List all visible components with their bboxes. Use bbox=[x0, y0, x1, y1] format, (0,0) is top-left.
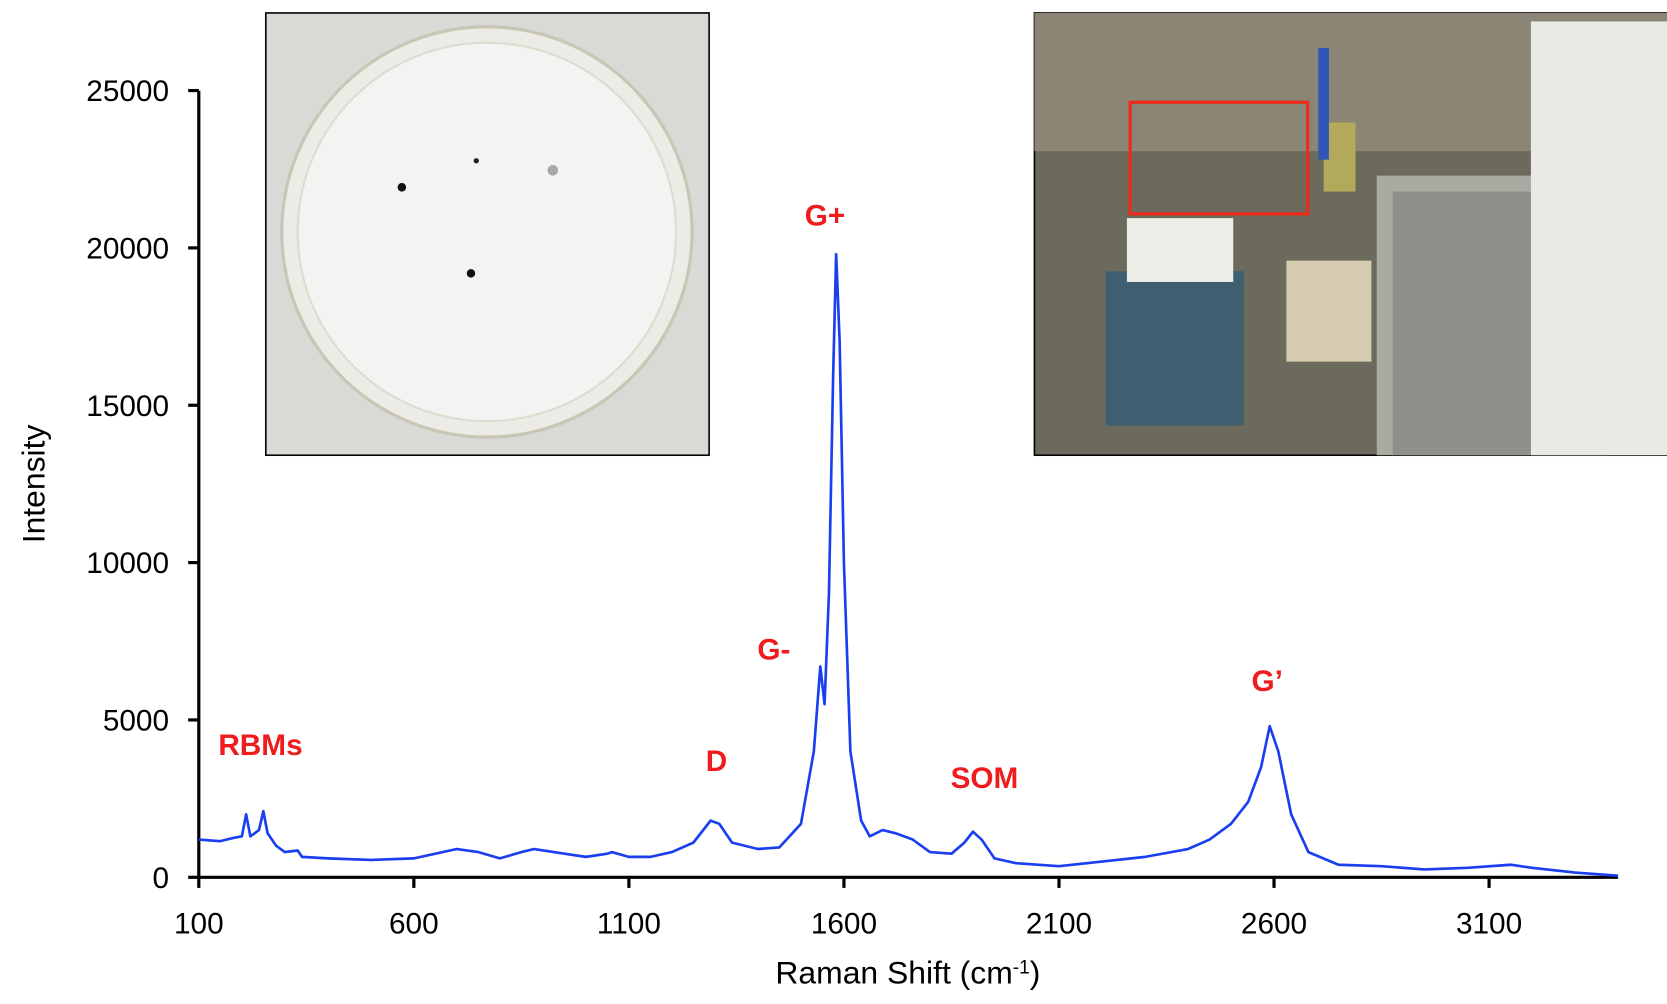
peak-annotation: G- bbox=[757, 633, 790, 666]
y-tick-label: 10000 bbox=[86, 547, 169, 580]
peak-annotation: SOM bbox=[951, 762, 1019, 795]
peak-annotation: G+ bbox=[805, 200, 846, 233]
peak-annotation: G’ bbox=[1252, 665, 1283, 698]
peak-annotation: RBMs bbox=[218, 729, 302, 762]
x-tick-label: 3100 bbox=[1456, 908, 1522, 941]
x-axis-title: Raman Shift (cm-1) bbox=[775, 955, 1040, 991]
lab-photo bbox=[1033, 12, 1667, 457]
spectrum-line bbox=[198, 252, 1619, 878]
x-tick-label: 600 bbox=[389, 908, 439, 941]
y-tick-label: 0 bbox=[152, 862, 169, 895]
x-tick-label: 2600 bbox=[1241, 908, 1307, 941]
x-tick-label: 1100 bbox=[597, 908, 661, 941]
y-tick-label: 5000 bbox=[103, 705, 169, 738]
peak-annotation: D bbox=[706, 745, 728, 778]
y-tick-label: 20000 bbox=[86, 233, 169, 266]
y-axis-title: Intensity bbox=[16, 425, 52, 544]
x-tick-label: 1600 bbox=[811, 908, 877, 941]
x-axis-title-sup: -1 bbox=[1013, 957, 1030, 978]
x-axis-title-main: Raman Shift (cm bbox=[775, 955, 1012, 991]
x-axis-title-end: ) bbox=[1030, 955, 1041, 991]
y-tick-label: 15000 bbox=[86, 390, 169, 423]
y-tick-label: 25000 bbox=[86, 75, 169, 108]
x-tick-label: 2100 bbox=[1026, 908, 1092, 941]
petri-dish-photo bbox=[264, 12, 710, 457]
x-tick-label: 100 bbox=[174, 908, 224, 941]
